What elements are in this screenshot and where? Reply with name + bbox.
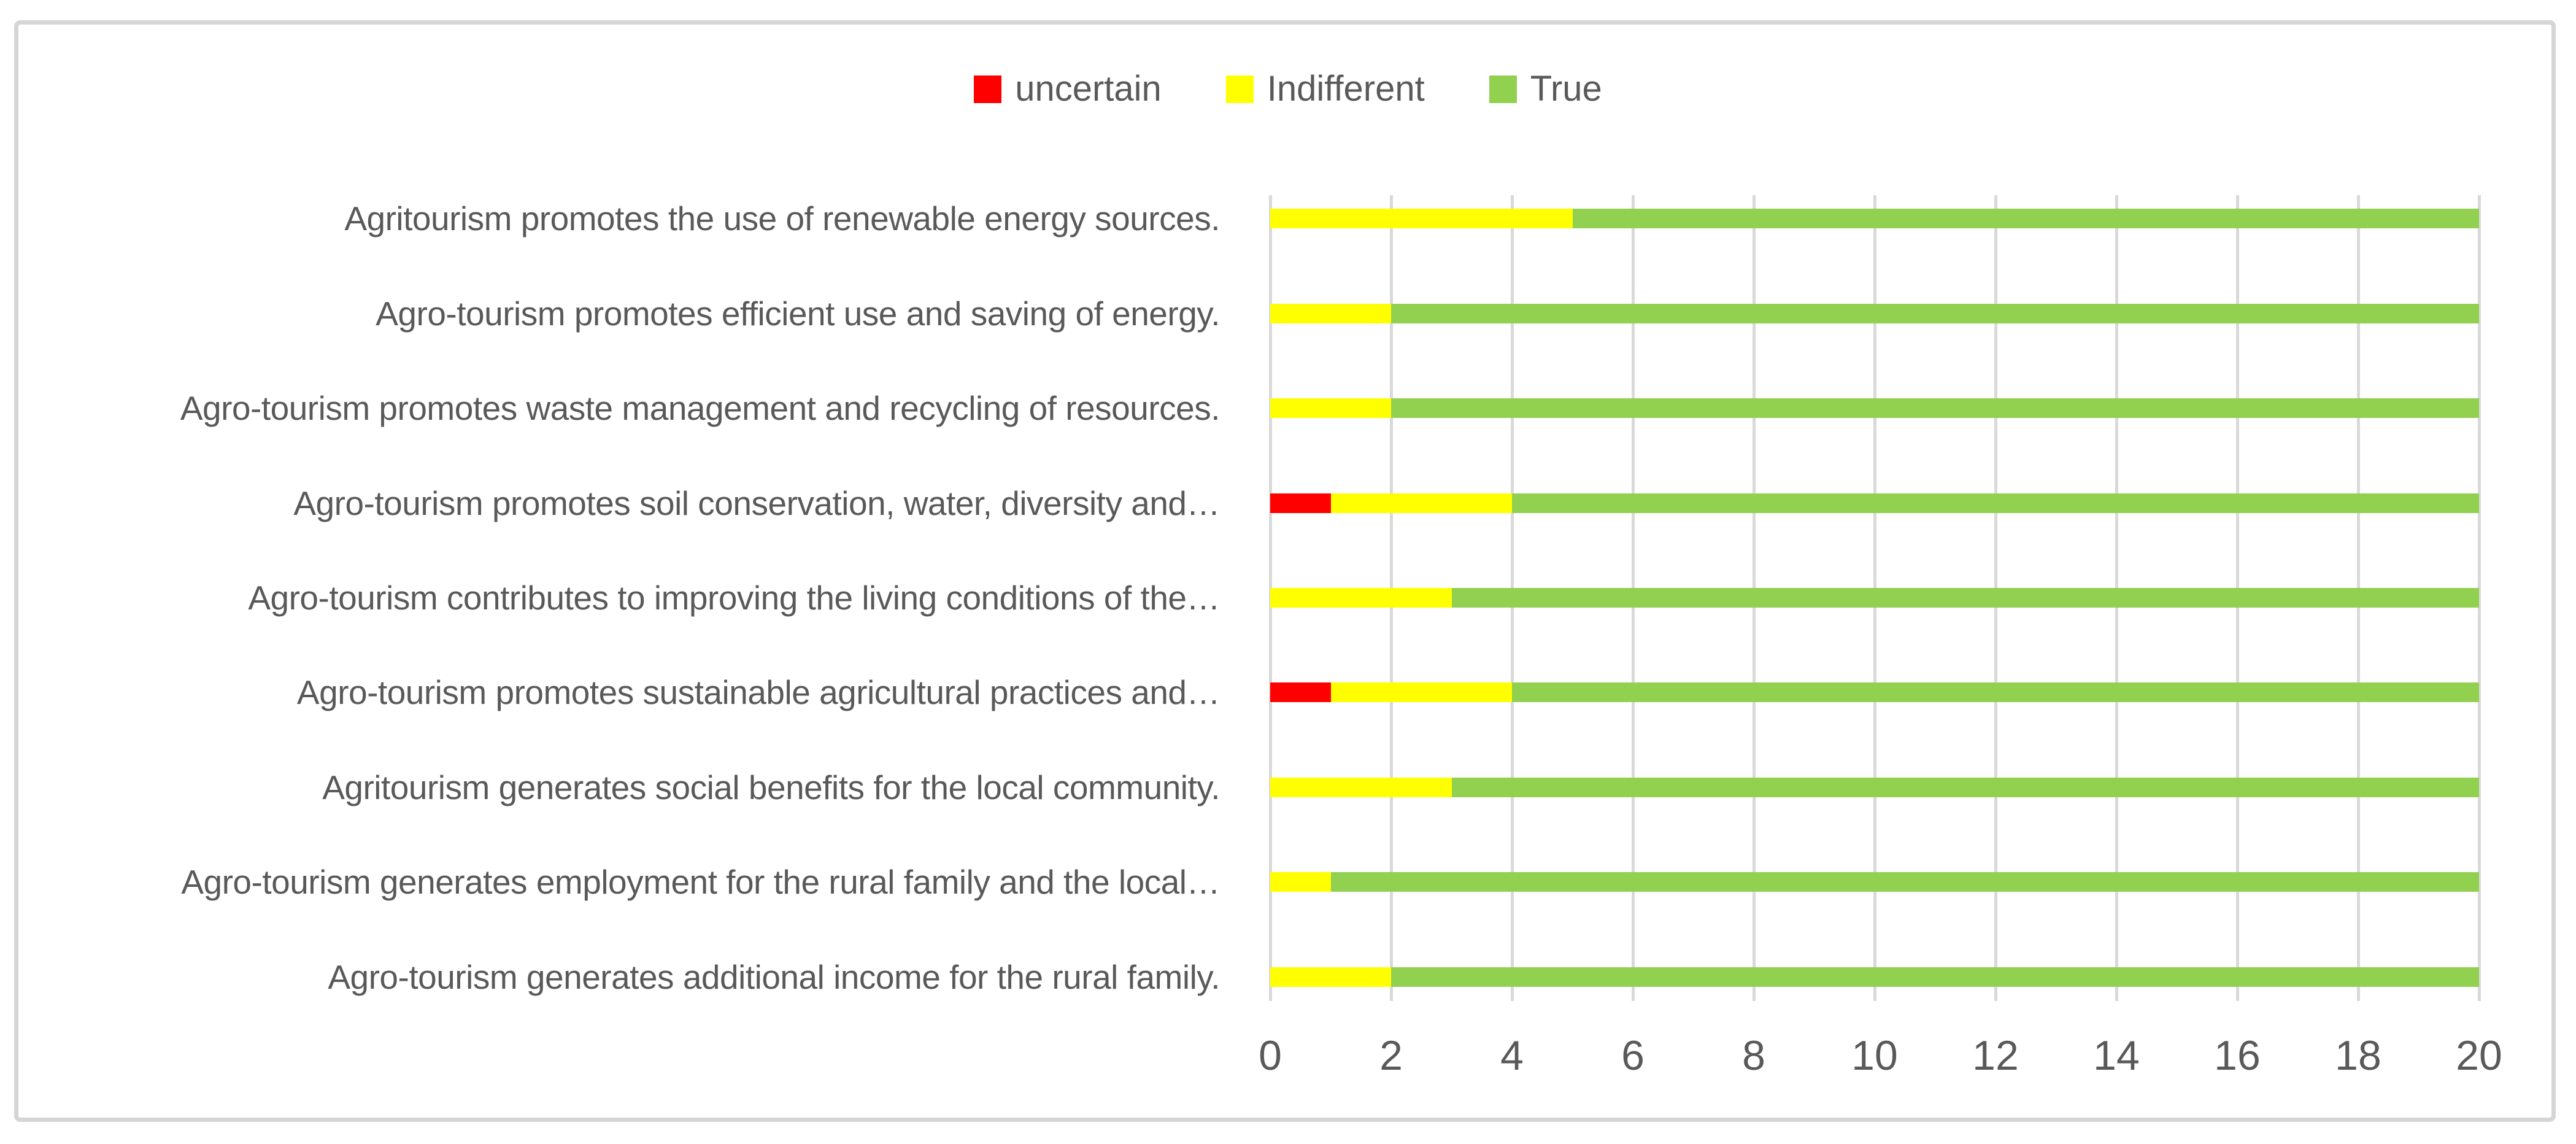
bar-row: Agro-tourism promotes waste management a…: [0, 361, 2479, 455]
bar-segment-true: [1451, 587, 2479, 608]
bar-row: Agro-tourism promotes efficient use and …: [0, 266, 2479, 360]
x-axis-tick-label: 2: [1379, 1032, 1403, 1079]
legend-item-uncertain: uncertain: [974, 71, 1162, 107]
x-axis-tick-label: 14: [2093, 1032, 2140, 1079]
bar-segment-true: [1391, 967, 2479, 987]
x-axis-tick-label: 10: [1851, 1032, 1898, 1079]
bar-row: Agritourism generates social benefits fo…: [0, 740, 2479, 835]
category-label: Agro-tourism promotes efficient use and …: [376, 294, 1220, 333]
stacked-bar: [1270, 777, 2479, 797]
category-label: Agro-tourism contributes to improving th…: [248, 578, 1220, 617]
bar-segment-indifferent: [1330, 493, 1512, 513]
x-axis-tick-label: 8: [1742, 1032, 1765, 1079]
category-label: Agritourism generates social benefits fo…: [322, 768, 1220, 806]
legend-swatch-true-icon: [1489, 75, 1517, 103]
x-axis-tick-label: 6: [1621, 1032, 1645, 1079]
bar-track: [1270, 361, 2479, 455]
legend-item-true: True: [1489, 71, 1602, 107]
x-axis-tick-label: 20: [2456, 1032, 2502, 1079]
bar-segment-indifferent: [1270, 398, 1391, 419]
bar-segment-true: [1391, 398, 2479, 419]
bar-segment-true: [1572, 209, 2479, 229]
bar-track: [1270, 266, 2479, 360]
bar-segment-true: [1512, 682, 2479, 703]
bar-segment-true: [1330, 872, 2479, 892]
bar-segment-indifferent: [1270, 587, 1452, 608]
stacked-bar: [1270, 587, 2479, 608]
legend-label: Indifferent: [1267, 69, 1425, 109]
stacked-bar: [1270, 209, 2479, 229]
gridline: [2478, 195, 2481, 1001]
legend-item-indifferent: Indifferent: [1225, 69, 1425, 109]
bar-track: [1270, 930, 2479, 1024]
bar-segment-true: [1451, 777, 2479, 797]
x-axis-tick-label: 18: [2335, 1032, 2381, 1079]
bar-track: [1270, 551, 2479, 645]
bar-segment-indifferent: [1270, 209, 1573, 229]
chart-frame: [14, 20, 2556, 1122]
stacked-bar: [1270, 303, 2479, 323]
bar-rows: Agritourism promotes the use of renewabl…: [0, 171, 2479, 1024]
bar-row: Agro-tourism contributes to improving th…: [0, 551, 2479, 645]
bar-row: Agro-tourism generates additional income…: [0, 930, 2479, 1024]
category-label: Agro-tourism promotes waste management a…: [180, 389, 1221, 428]
legend-label: uncertain: [1015, 69, 1162, 109]
bar-row: Agro-tourism generates employment for th…: [0, 835, 2479, 929]
stacked-bar: [1270, 682, 2479, 703]
x-axis: 0 2 4 6 8 10 12 14 16 18 20: [0, 1035, 2576, 1096]
category-label: Agro-tourism promotes sustainable agricu…: [296, 673, 1221, 712]
bar-track: [1270, 835, 2479, 929]
bar-segment-uncertain: [1270, 682, 1331, 703]
x-axis-tick-label: 12: [1972, 1032, 2019, 1079]
category-label: Agro-tourism generates additional income…: [328, 957, 1220, 996]
category-label: Agro-tourism generates employment for th…: [181, 863, 1220, 902]
bar-segment-indifferent: [1270, 777, 1452, 797]
x-axis-tick-label: 0: [1259, 1032, 1282, 1079]
stacked-bar: [1270, 872, 2479, 892]
bar-segment-true: [1512, 493, 2479, 513]
stacked-bar: [1270, 398, 2479, 419]
legend-swatch-indifferent-icon: [1225, 75, 1254, 103]
legend: uncertain Indifferent True: [0, 71, 2576, 107]
bar-segment-uncertain: [1270, 493, 1331, 513]
x-axis-tick-label: 4: [1500, 1032, 1524, 1079]
stacked-bar: [1270, 493, 2479, 513]
bar-track: [1270, 740, 2479, 835]
category-label: Agritourism promotes the use of renewabl…: [344, 199, 1220, 238]
legend-label: True: [1530, 69, 1602, 109]
bar-row: Agritourism promotes the use of renewabl…: [0, 171, 2479, 266]
bar-track: [1270, 455, 2479, 550]
bar-segment-indifferent: [1270, 872, 1331, 892]
category-label: Agro-tourism promotes soil conservation,…: [293, 484, 1220, 522]
bar-segment-indifferent: [1270, 303, 1391, 323]
bar-segment-indifferent: [1330, 682, 1512, 703]
bar-segment-indifferent: [1270, 967, 1391, 987]
bar-row: Agro-tourism promotes soil conservation,…: [0, 455, 2479, 550]
stacked-bar: [1270, 967, 2479, 987]
x-axis-tick-label: 16: [2214, 1032, 2261, 1079]
bar-segment-true: [1391, 303, 2479, 323]
bar-track: [1270, 645, 2479, 740]
bar-track: [1270, 171, 2479, 266]
bar-row: Agro-tourism promotes sustainable agricu…: [0, 645, 2479, 740]
legend-swatch-uncertain-icon: [974, 75, 1002, 103]
